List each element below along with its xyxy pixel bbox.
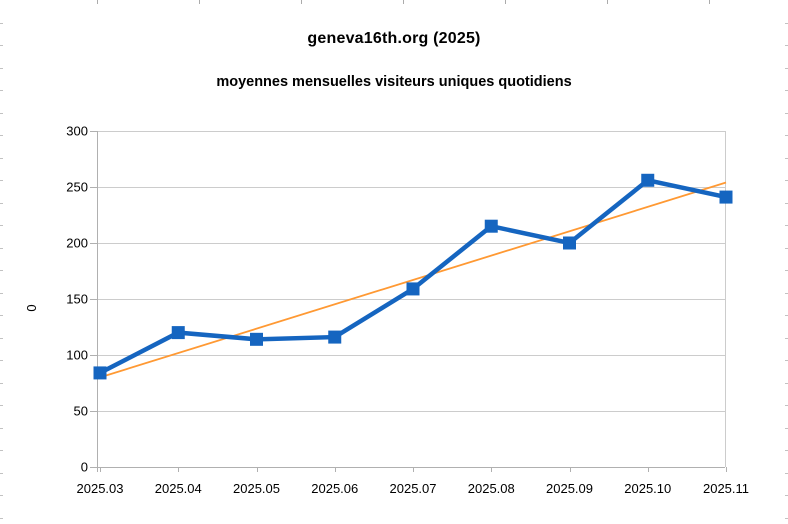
data-point-marker <box>328 330 342 344</box>
cell-gridline-tick <box>785 270 788 271</box>
y-tick-label: 100 <box>66 348 88 363</box>
x-tick-label: 2025.10 <box>624 481 671 496</box>
cell-gridline-tick <box>0 90 3 91</box>
cell-gridline-tick <box>97 0 98 4</box>
cell-gridline-tick <box>0 225 3 226</box>
cell-gridline-tick <box>785 180 788 181</box>
cell-gridline-tick <box>0 405 3 406</box>
x-tick-labels: 2025.03 2025.04 2025.05 2025.06 2025.07 2025.… <box>77 481 750 496</box>
cell-gridline-tick <box>0 113 3 114</box>
cell-gridline-tick <box>785 113 788 114</box>
cell-gridline-tick <box>785 338 788 339</box>
cell-gridline-tick <box>0 383 3 384</box>
x-tick-label: 2025.11 <box>703 481 749 496</box>
series-line <box>98 177 727 375</box>
cell-gridline-tick <box>785 405 788 406</box>
chart-title: geneva16th.org (2025) <box>307 30 481 47</box>
data-point-marker <box>250 332 263 346</box>
cell-gridline-tick <box>0 450 3 451</box>
y-tick-label: 150 <box>66 292 88 307</box>
cell-gridline-tick <box>785 518 788 519</box>
x-tick-label: 2025.09 <box>546 481 593 496</box>
cell-gridline-tick <box>301 0 302 4</box>
cell-gridline-tick <box>0 248 3 249</box>
cell-gridline-tick <box>403 0 404 4</box>
data-point-marker <box>406 282 420 296</box>
cell-gridline-tick <box>0 473 3 474</box>
cell-gridline-tick <box>785 248 788 249</box>
cell-gridline-tick <box>785 23 788 24</box>
cell-gridline-tick <box>785 428 788 429</box>
cell-gridline-tick <box>199 0 200 4</box>
data-point-marker <box>563 236 576 250</box>
cell-gridline-tick <box>785 45 788 46</box>
cell-gridline-tick <box>785 360 788 361</box>
cell-gridline-tick <box>785 473 788 474</box>
cell-gridline-tick <box>0 518 3 519</box>
trendline <box>99 181 727 379</box>
x-tick-label: 2025.03 <box>77 481 124 496</box>
data-point-marker <box>641 173 655 187</box>
cell-gridline-tick <box>709 0 710 4</box>
cell-gridline-tick <box>0 338 3 339</box>
cell-gridline-tick <box>785 315 788 316</box>
cell-gridline-tick <box>0 23 3 24</box>
y-tick-label: 200 <box>66 236 88 251</box>
cell-gridline-tick <box>785 158 788 159</box>
data-point-marker <box>93 366 107 380</box>
cell-gridline-tick <box>0 180 3 181</box>
x-tick-label: 2025.04 <box>155 481 202 496</box>
cell-gridline-tick <box>785 225 788 226</box>
y-tick-labels: 0 50 100 150 200 250 300 <box>66 124 88 475</box>
chart-subtitle: moyennes mensuelles visiteurs uniques qu… <box>216 74 572 90</box>
series-markers <box>93 173 733 380</box>
x-tick-label: 2025.05 <box>233 481 280 496</box>
cell-gridline-tick <box>0 158 3 159</box>
cell-gridline-tick <box>0 495 3 496</box>
data-point-marker <box>719 190 733 204</box>
cell-gridline-tick <box>0 45 3 46</box>
cell-gridline-tick <box>0 68 3 69</box>
data-point-marker <box>484 219 498 233</box>
cell-gridline-tick <box>785 203 788 204</box>
cell-gridline-tick <box>785 90 788 91</box>
cell-gridline-tick <box>0 135 3 136</box>
x-tick-label: 2025.08 <box>468 481 515 496</box>
cell-gridline-tick <box>607 0 608 4</box>
x-tick-label: 2025.06 <box>311 481 358 496</box>
cell-gridline-tick <box>0 203 3 204</box>
cell-gridline-tick <box>785 450 788 451</box>
cell-gridline-tick <box>0 270 3 271</box>
cell-gridline-tick <box>0 360 3 361</box>
y-tick-label: 250 <box>66 180 88 195</box>
gridlines <box>97 131 726 467</box>
cell-gridline-tick <box>505 0 506 4</box>
cell-gridline-tick <box>0 315 3 316</box>
x-tick-label: 2025.07 <box>390 481 437 496</box>
cell-gridline-tick <box>0 293 3 294</box>
cell-gridline-tick <box>0 428 3 429</box>
data-point-marker <box>171 326 185 340</box>
cell-gridline-tick <box>785 383 788 384</box>
cell-gridline-tick <box>785 293 788 294</box>
y-tick-label: 0 <box>81 460 88 475</box>
axes <box>90 131 727 472</box>
cell-gridline-tick <box>785 68 788 69</box>
y-tick-label: 300 <box>66 124 88 139</box>
y-tick-label: 50 <box>74 404 88 419</box>
cell-gridline-tick <box>785 495 788 496</box>
cell-gridline-tick <box>785 135 788 136</box>
